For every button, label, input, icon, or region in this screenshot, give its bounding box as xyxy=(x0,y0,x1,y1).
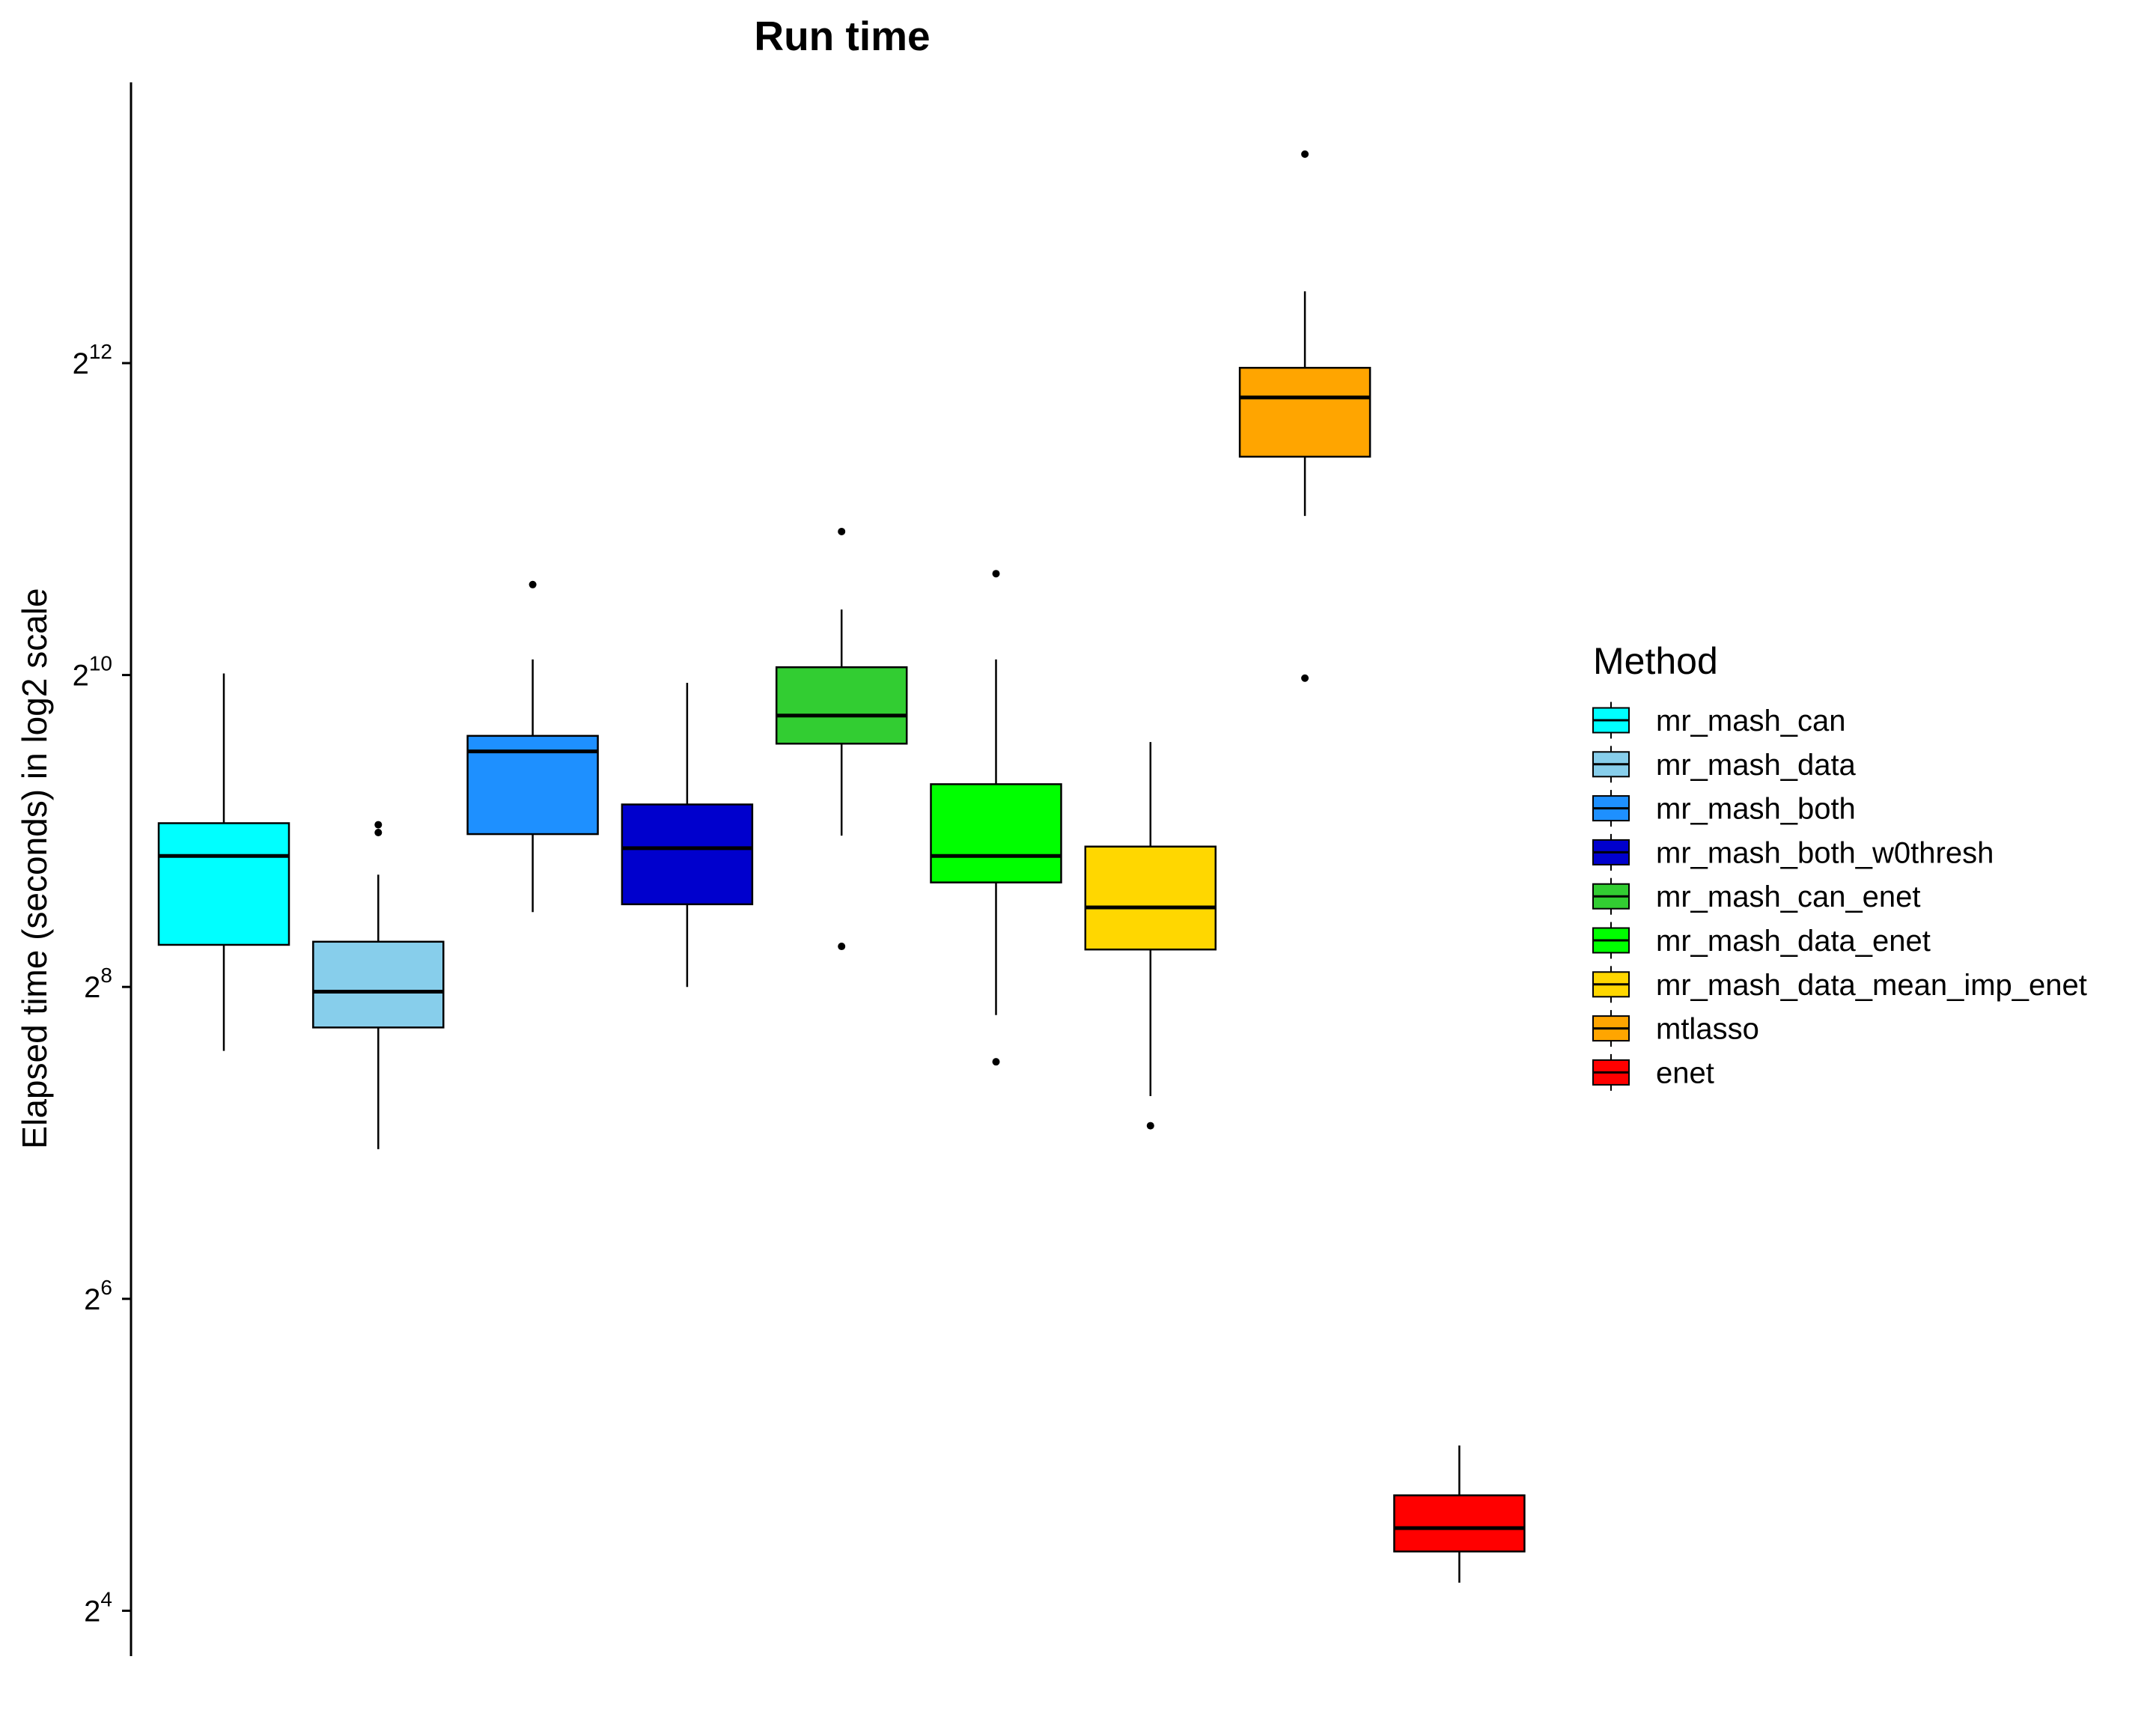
box-group-mr_mash_both_w0thresh xyxy=(621,683,754,988)
box-iqr xyxy=(930,783,1062,883)
y-tick-base: 2 xyxy=(73,347,89,380)
legend-item-mr_mash_both_w0thresh: mr_mash_both_w0thresh xyxy=(1592,833,1994,871)
box-group-mr_mash_data_mean_imp_enet xyxy=(1084,742,1217,1130)
y-tick-exponent: 12 xyxy=(89,340,112,363)
legend-label: mr_mash_data_enet xyxy=(1656,925,1931,958)
box-iqr xyxy=(1084,845,1217,951)
legend-label: mr_mash_data xyxy=(1656,749,1857,782)
legend-item-mr_mash_can_enet: mr_mash_can_enet xyxy=(1592,877,1921,915)
y-tick-label: 26 xyxy=(84,1276,112,1316)
legend-label: enet xyxy=(1656,1056,1714,1089)
y-axis-label: Elapsed time (seconds) in log2 scale xyxy=(15,588,54,1149)
y-tick-base: 2 xyxy=(84,1595,100,1628)
legend-label: mr_mash_data_mean_imp_enet xyxy=(1656,969,2087,1002)
y-tick-exponent: 10 xyxy=(89,652,112,675)
y-tick-exponent: 6 xyxy=(100,1276,112,1299)
y-tick-label: 24 xyxy=(84,1587,112,1628)
legend-title: Method xyxy=(1593,640,1718,682)
legend-label: mr_mash_both_w0thresh xyxy=(1656,836,1994,869)
box-iqr xyxy=(312,940,445,1029)
y-tick-exponent: 4 xyxy=(100,1587,112,1610)
box-group-mr_mash_both xyxy=(466,580,599,913)
legend-label: mr_mash_both xyxy=(1656,793,1856,826)
y-tick-exponent: 8 xyxy=(100,964,112,987)
y-tick-base: 2 xyxy=(84,971,100,1004)
y-tick-base: 2 xyxy=(73,660,89,693)
outlier-point xyxy=(1301,150,1309,158)
outlier-point xyxy=(1301,674,1309,682)
legend-item-mr_mash_data: mr_mash_data xyxy=(1592,746,1857,783)
box-iqr xyxy=(775,666,908,745)
chart-title: Run time xyxy=(754,13,930,59)
box-iqr xyxy=(157,822,290,946)
legend: mr_mash_can mr_mash_data mr_mash_both mr_ma… xyxy=(1592,702,2087,1091)
legend-item-mr_mash_data_mean_imp_enet: mr_mash_data_mean_imp_enet xyxy=(1592,966,2087,1003)
legend-label: mtlasso xyxy=(1656,1013,1759,1046)
legend-item-mr_mash_data_enet: mr_mash_data_enet xyxy=(1592,922,1931,959)
y-tick-base: 2 xyxy=(84,1283,100,1316)
outlier-point xyxy=(1146,1122,1154,1130)
outlier-point xyxy=(992,570,1000,578)
legend-label: mr_mash_can xyxy=(1656,705,1845,737)
box-group-mr_mash_data_enet xyxy=(930,570,1062,1066)
legend-item-mr_mash_can: mr_mash_can xyxy=(1592,702,1845,739)
outlier-point xyxy=(838,943,846,951)
box-group-mtlasso xyxy=(1238,150,1371,682)
y-tick-label: 212 xyxy=(73,340,112,380)
outlier-point xyxy=(838,527,846,535)
box-group-mr_mash_can xyxy=(157,673,290,1051)
legend-item-mtlasso: mtlasso xyxy=(1592,1010,1759,1047)
box-iqr xyxy=(621,803,754,906)
box-group-mr_mash_data xyxy=(312,821,445,1149)
box-group-mr_mash_can_enet xyxy=(775,527,908,951)
box-iqr xyxy=(1238,366,1371,458)
legend-item-enet: enet xyxy=(1592,1053,1714,1091)
y-tick-label: 28 xyxy=(84,964,112,1004)
legend-label: mr_mash_can_enet xyxy=(1656,880,1921,913)
plot-area xyxy=(157,150,1526,1583)
box-iqr xyxy=(1393,1494,1526,1553)
outlier-point xyxy=(992,1058,1000,1066)
legend-item-mr_mash_both: mr_mash_both xyxy=(1592,790,1856,827)
outlier-point xyxy=(374,821,383,829)
outlier-point xyxy=(529,580,537,588)
outlier-point xyxy=(374,828,383,836)
y-tick-label: 210 xyxy=(73,652,112,693)
box-group-enet xyxy=(1393,1445,1526,1583)
